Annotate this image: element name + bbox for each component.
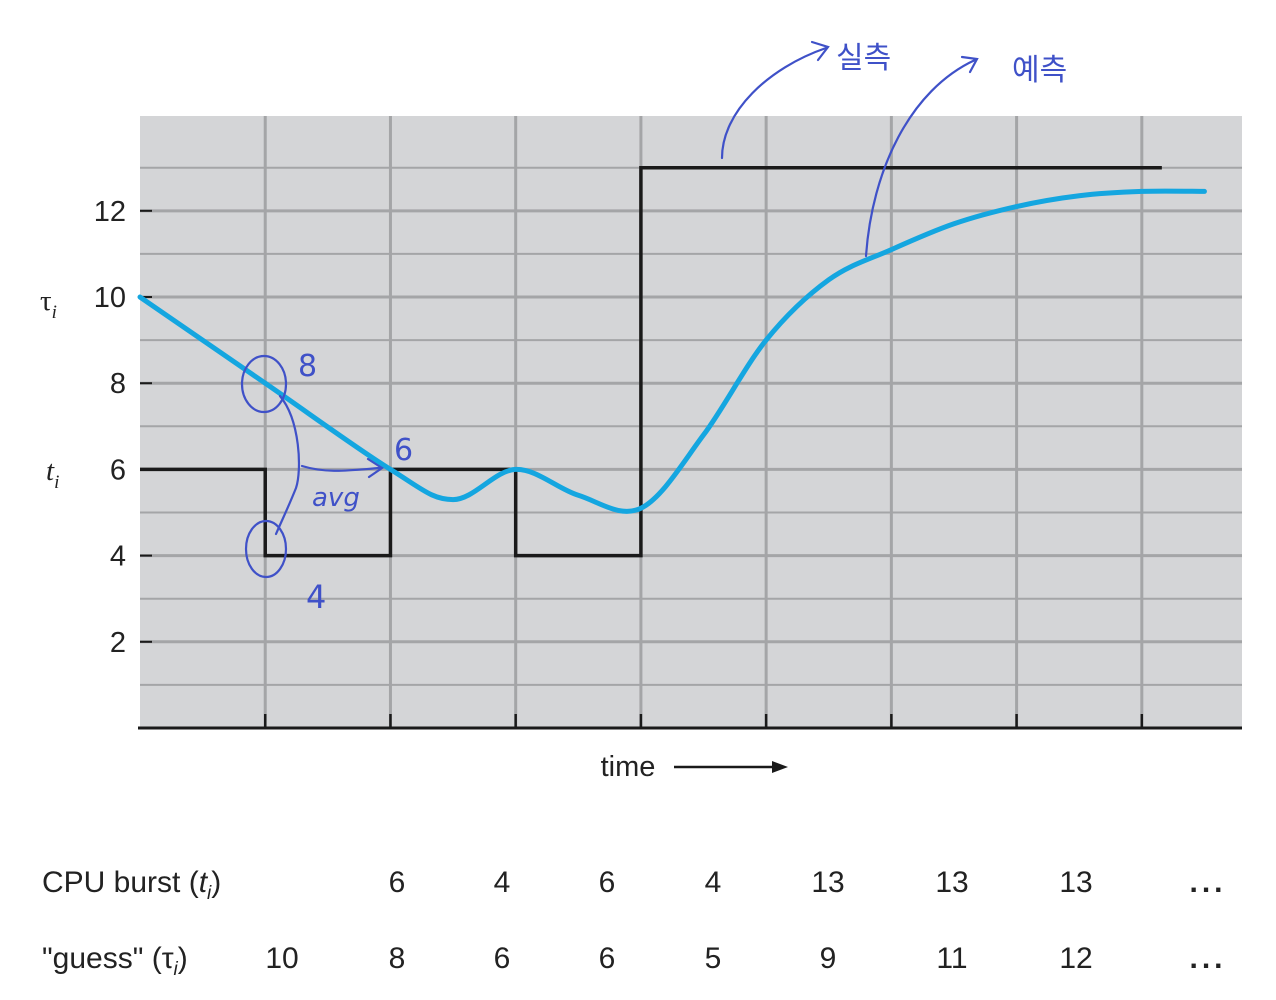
y-tick-label: 8 xyxy=(110,368,126,400)
annotation-avg: avg xyxy=(312,483,360,513)
annotation-point-value: 6 xyxy=(394,433,413,468)
arrow-to-predicted-icon xyxy=(864,58,977,258)
table-cell: 6 xyxy=(599,866,616,899)
annotation-actual: 실측 xyxy=(836,41,891,76)
table-cell: 8 xyxy=(389,942,406,975)
value-table: CPU burst (ti) 6 4 6 4 13 13 13 ... "guess" (τi) 1… xyxy=(42,866,1226,980)
table-cell: ... xyxy=(1189,866,1226,899)
arrow-head-predicted-icon xyxy=(960,55,979,74)
circle-bottom-icon xyxy=(244,519,288,579)
table-cell: 6 xyxy=(389,866,406,899)
table-cell: 11 xyxy=(936,942,967,975)
bracket-icon xyxy=(274,394,301,536)
tau-i-axis-symbol: τi xyxy=(40,285,57,323)
t-i-axis-symbol: ti xyxy=(46,455,59,493)
guess-curve-line xyxy=(137,188,1207,514)
plot-area xyxy=(140,116,1242,728)
handwritten-annotations xyxy=(240,40,979,579)
table-cell: 13 xyxy=(811,866,844,899)
y-tick-label: 6 xyxy=(110,454,126,486)
circle-top-icon xyxy=(240,354,288,414)
table-cell: 6 xyxy=(599,942,616,975)
y-tick-label: 2 xyxy=(110,627,126,659)
table-cell: 10 xyxy=(265,942,298,975)
cpu-burst-step-line xyxy=(140,165,1162,558)
x-tick-marks xyxy=(263,714,1144,728)
table-cell: ... xyxy=(1189,942,1226,975)
table-cell: 4 xyxy=(705,866,722,899)
annotation-circle-top-value: 8 xyxy=(298,349,317,384)
y-tick-label: 4 xyxy=(110,541,126,573)
table-cell: 12 xyxy=(1059,942,1092,975)
annotation-circle-bottom-value: 4 xyxy=(306,578,326,616)
table-cell: 13 xyxy=(935,866,968,899)
time-arrow-icon xyxy=(674,761,788,773)
table-row-label: CPU burst (ti) xyxy=(42,866,221,904)
arrow-to-actual-icon xyxy=(720,46,828,160)
avg-arrow-icon xyxy=(300,464,382,472)
table-cell: 4 xyxy=(494,866,511,899)
table-cell: 6 xyxy=(494,942,511,975)
y-tick-label: 10 xyxy=(94,282,126,314)
annotation-predicted: 예측 xyxy=(1012,53,1067,88)
table-cell: 9 xyxy=(820,942,837,975)
table-row-label: "guess" (τi) xyxy=(42,942,188,980)
table-cell: 13 xyxy=(1059,866,1092,899)
y-tick-label: 12 xyxy=(94,196,126,228)
x-axis-label: time xyxy=(601,751,656,783)
avg-arrow-head-icon xyxy=(366,457,384,479)
table-cell: 5 xyxy=(705,942,722,975)
arrow-head-actual-icon xyxy=(810,40,830,62)
